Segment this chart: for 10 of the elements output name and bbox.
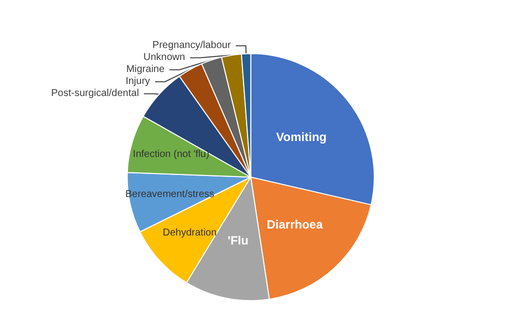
slice-label: 'Flu: [228, 234, 248, 248]
slice-label: Migraine: [126, 64, 165, 76]
slice-label: Pregnancy/labour: [152, 40, 232, 52]
slice-label: Vomiting: [276, 130, 327, 144]
slice-label: Injury: [126, 76, 150, 88]
slice-label: Diarrhoea: [266, 218, 324, 232]
slice-label: Dehydration: [162, 228, 217, 239]
slice-label: Unknown: [143, 52, 186, 64]
slice-label: Infection (not 'flu): [132, 149, 210, 160]
slice-label: Post-surgical/dental: [51, 88, 139, 100]
